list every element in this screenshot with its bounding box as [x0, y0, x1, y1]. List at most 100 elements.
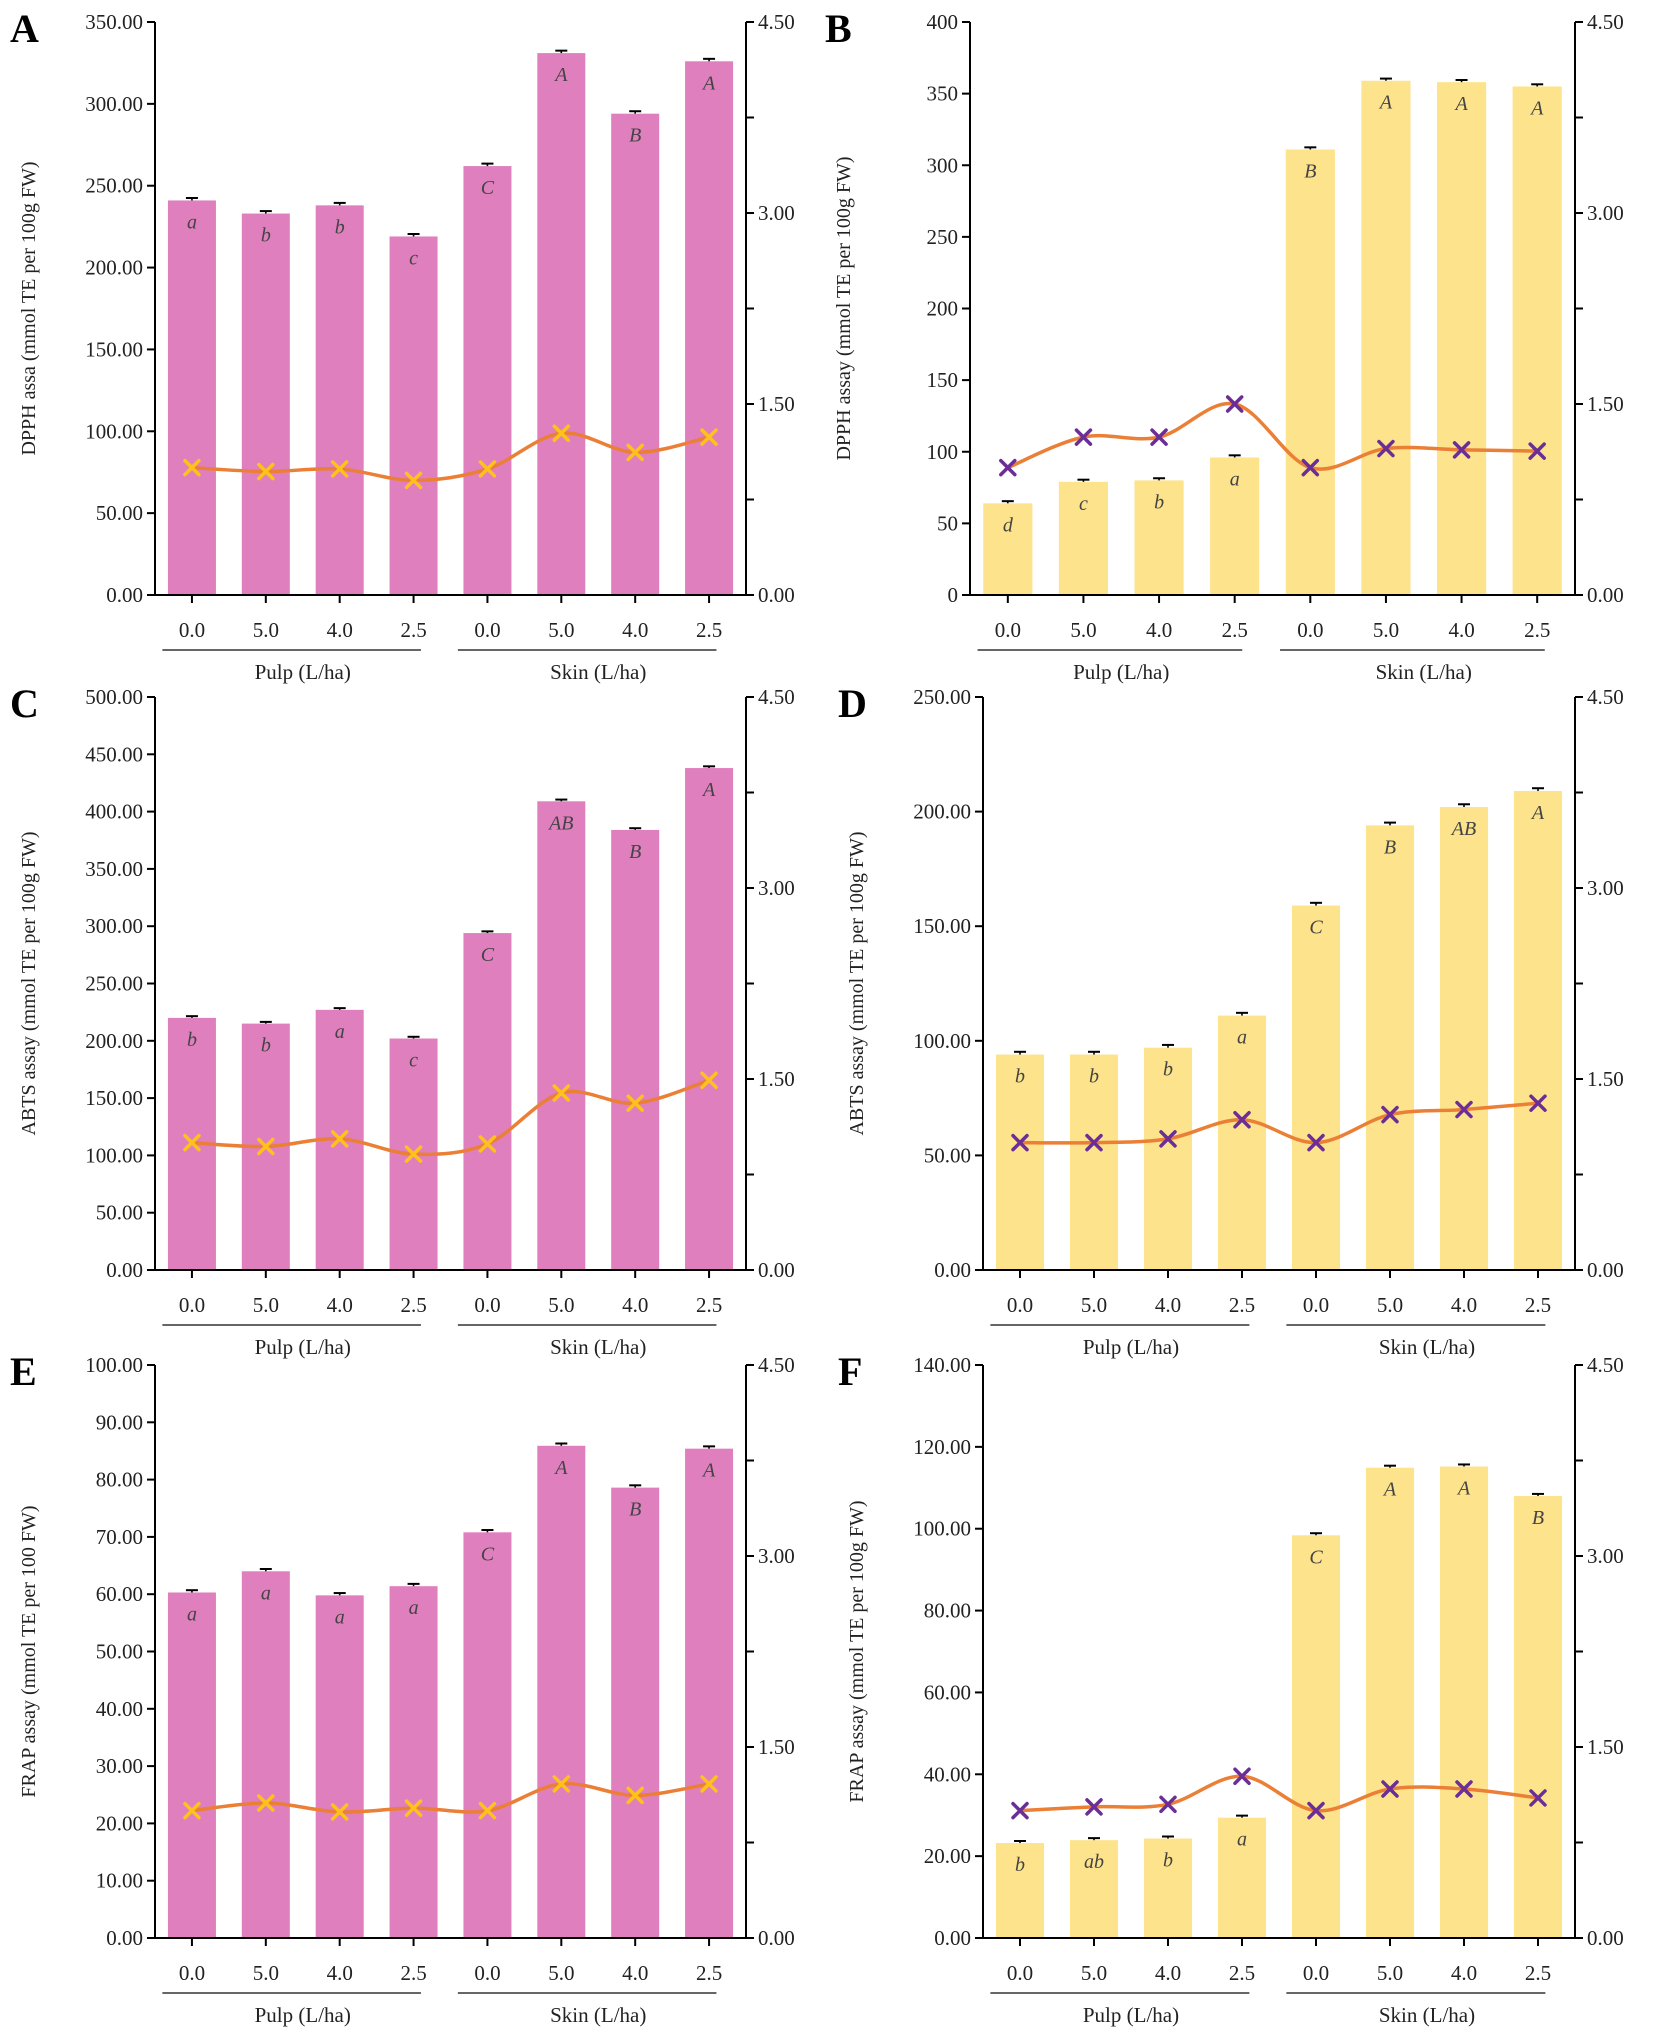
- line-marker-a-3: [404, 471, 423, 490]
- sig-letter-e-4: C: [481, 1543, 495, 1565]
- bar-a-4: [463, 166, 512, 595]
- y-tick-label-d-0: 0.00: [934, 1258, 971, 1282]
- x-tick-label-c-7: 2.5: [696, 1293, 722, 1317]
- sig-letter-d-4: C: [1309, 917, 1323, 939]
- line-marker-f-2: [1159, 1795, 1177, 1814]
- y-tick-label-a-3: 150.00: [85, 337, 143, 361]
- sig-letter-a-2: b: [335, 216, 345, 238]
- x-tick-label-c-4: 0.0: [474, 1293, 500, 1317]
- y-tick-label-e-4: 40.00: [96, 1697, 143, 1721]
- sig-letter-c-6: B: [629, 841, 641, 863]
- y2-tick-label-e-1: 1.50: [758, 1735, 795, 1759]
- y2-tick-label-e-0: 0.00: [758, 1926, 795, 1950]
- line-marker-d-4: [1307, 1133, 1325, 1152]
- line-marker-d-0: [1011, 1133, 1029, 1152]
- line-marker-d-5: [1381, 1105, 1399, 1124]
- y-tick-label-c-0: 0.00: [106, 1258, 143, 1282]
- x-tick-label-e-0: 0.0: [179, 1961, 205, 1985]
- line-marker-d-2: [1159, 1130, 1177, 1148]
- line-marker-d-6: [1455, 1100, 1473, 1119]
- y-tick-label-c-1: 50.00: [96, 1201, 143, 1225]
- y-tick-label-a-4: 200.00: [85, 256, 143, 280]
- bar-f-3: [1217, 1817, 1267, 1938]
- y-tick-label-f-1: 20.00: [924, 1844, 971, 1868]
- sig-letter-d-6: AB: [1450, 818, 1476, 840]
- sig-letter-c-5: AB: [547, 812, 573, 834]
- sig-letter-a-0: a: [187, 211, 197, 233]
- panel-label-b: B: [825, 6, 852, 51]
- y-tick-label-c-10: 500.00: [85, 685, 143, 709]
- y2-tick-label-d-1: 1.50: [1587, 1067, 1624, 1091]
- sig-letter-e-1: a: [261, 1582, 271, 1604]
- y2-tick-label-c-2: 3.00: [758, 876, 795, 900]
- x-tick-label-b-7: 2.5: [1524, 618, 1550, 642]
- x-tick-label-a-6: 4.0: [622, 618, 648, 642]
- line-marker-c-5: [552, 1084, 571, 1102]
- y-tick-label-f-0: 0.00: [934, 1926, 971, 1950]
- bar-f-1: [1069, 1840, 1119, 1938]
- sig-letter-e-6: B: [629, 1499, 641, 1521]
- line-marker-f-1: [1085, 1798, 1103, 1816]
- y-axis-title-c: ABTS assay (mmol TE per 100g FW): [18, 831, 40, 1135]
- x-tick-label-a-7: 2.5: [696, 618, 722, 642]
- line-marker-f-7: [1529, 1789, 1547, 1807]
- bar-e-2: [315, 1595, 364, 1938]
- y-tick-label-b-3: 150: [927, 368, 959, 392]
- y-axis-title-b: DPPH assay (mmol TE per 100g FW): [833, 156, 855, 460]
- bar-b-5: [1361, 80, 1411, 596]
- sig-letter-b-3: a: [1230, 468, 1240, 490]
- y-tick-label-a-1: 50.00: [96, 501, 143, 525]
- y-tick-label-a-6: 300.00: [85, 92, 143, 116]
- x-tick-label-d-5: 5.0: [1377, 1293, 1403, 1317]
- sig-letter-d-5: B: [1384, 836, 1396, 858]
- line-marker-f-6: [1455, 1780, 1473, 1798]
- line-marker-b-0: [999, 458, 1017, 477]
- bar-f-4: [1291, 1535, 1341, 1938]
- bar-a-6: [611, 113, 660, 596]
- x-tick-label-f-4: 0.0: [1303, 1961, 1329, 1985]
- bar-a-3: [389, 236, 438, 596]
- sig-letter-b-7: A: [1529, 97, 1544, 119]
- bar-b-6: [1436, 82, 1487, 596]
- bar-c-4: [463, 933, 512, 1270]
- panel-label-a: A: [10, 6, 39, 51]
- y-tick-label-b-4: 200: [927, 297, 959, 321]
- x-tick-label-c-0: 0.0: [179, 1293, 205, 1317]
- y-tick-label-e-5: 50.00: [96, 1640, 143, 1664]
- group-label-d-1: Skin (L/ha): [1379, 1335, 1475, 1359]
- line-series-a: [191, 431, 710, 483]
- bar-b-3: [1210, 457, 1260, 595]
- bar-f-2: [1143, 1838, 1193, 1938]
- y2-tick-label-b-3: 4.50: [1587, 10, 1624, 34]
- x-tick-label-e-4: 0.0: [474, 1961, 500, 1985]
- bar-b-0: [983, 503, 1033, 595]
- line-marker-d-3: [1233, 1111, 1251, 1129]
- bar-e-7: [685, 1448, 734, 1938]
- y-tick-label-e-8: 80.00: [96, 1468, 143, 1492]
- line-marker-b-2: [1150, 428, 1168, 446]
- y-tick-label-b-0: 0: [948, 583, 959, 607]
- sig-letter-e-0: a: [187, 1603, 197, 1625]
- y-tick-label-c-9: 450.00: [85, 742, 143, 766]
- sig-letter-f-4: C: [1309, 1546, 1323, 1568]
- sig-letter-e-3: a: [409, 1597, 419, 1619]
- sig-letter-c-0: b: [187, 1029, 197, 1051]
- line-marker-b-4: [1301, 458, 1320, 477]
- y-tick-label-b-2: 100: [927, 440, 959, 464]
- bar-d-2: [1143, 1047, 1193, 1270]
- sig-letter-f-7: B: [1532, 1507, 1544, 1529]
- x-tick-label-f-7: 2.5: [1525, 1961, 1551, 1985]
- x-tick-label-f-0: 0.0: [1007, 1961, 1033, 1985]
- bar-b-2: [1134, 480, 1184, 595]
- x-tick-label-d-7: 2.5: [1525, 1293, 1551, 1317]
- sig-letter-a-5: A: [553, 64, 568, 86]
- y2-tick-label-f-1: 1.50: [1587, 1735, 1624, 1759]
- sig-letter-a-7: A: [701, 72, 716, 94]
- x-tick-label-b-3: 2.5: [1222, 618, 1248, 642]
- line-series-d: [1019, 1101, 1539, 1145]
- y-tick-label-d-2: 100.00: [913, 1029, 971, 1053]
- x-tick-label-f-3: 2.5: [1229, 1961, 1255, 1985]
- sig-letter-c-4: C: [481, 944, 495, 966]
- group-label-e-1: Skin (L/ha): [550, 2003, 646, 2027]
- x-tick-label-a-0: 0.0: [179, 618, 205, 642]
